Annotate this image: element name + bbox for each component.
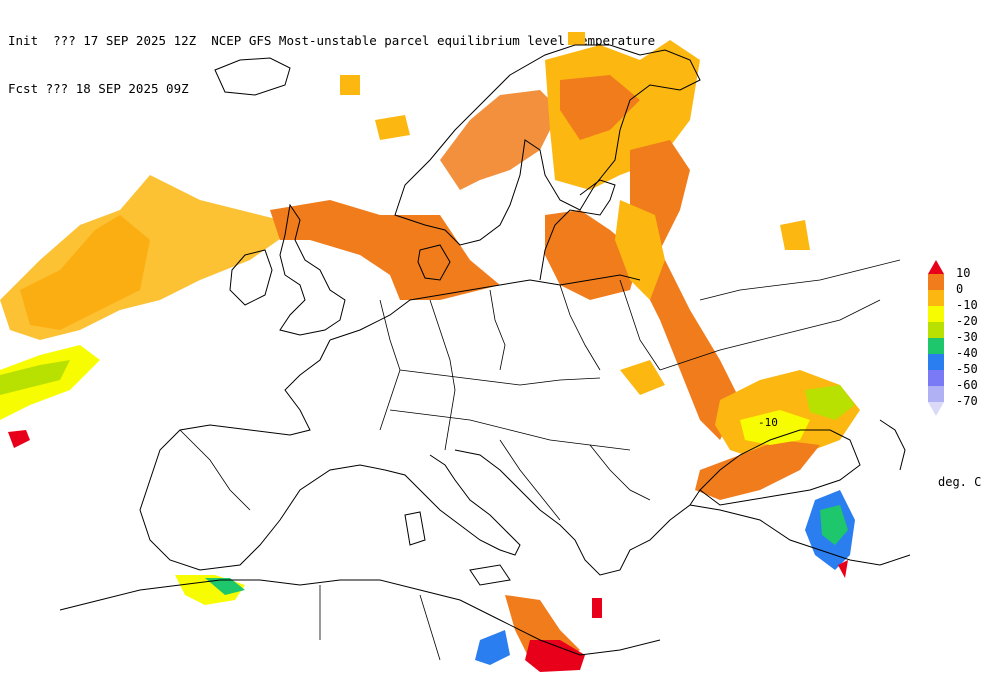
field-blacksea-amber-east xyxy=(620,360,665,395)
legend-units: deg. C xyxy=(938,475,982,489)
coast-ireland xyxy=(229,249,273,306)
legend-colorbar xyxy=(928,260,944,416)
field-blacksea-green xyxy=(805,385,855,420)
field-norway-orange xyxy=(440,90,560,190)
field-atlantic-green xyxy=(0,360,70,395)
coast-caspian xyxy=(879,419,906,471)
legend-swatch xyxy=(928,290,944,306)
color-legend xyxy=(928,260,948,420)
legend-label: -10 xyxy=(956,298,978,312)
legend-label: -30 xyxy=(956,330,978,344)
field-atlantic-amber xyxy=(0,175,300,340)
field-tunisia-blue xyxy=(475,630,510,665)
legend-swatch xyxy=(928,386,944,402)
coast-baltic-east xyxy=(539,179,616,281)
legend-label: 0 xyxy=(956,282,964,296)
field-turkey-red xyxy=(838,560,848,578)
legend-swatch xyxy=(928,354,944,370)
legend-label: -70 xyxy=(956,394,978,408)
field-iberia-red xyxy=(8,430,30,448)
coast-scandinavia xyxy=(394,44,701,246)
init-time-title: Init ??? 17 SEP 2025 12Z NCEP GFS Most-u… xyxy=(8,33,656,48)
forecast-time-title: Fcst ??? 18 SEP 2025 09Z xyxy=(8,81,189,96)
coast-black-sea xyxy=(699,429,861,506)
coast-north-africa xyxy=(59,579,661,656)
field-russia-orange xyxy=(630,140,740,440)
field-finland-orange xyxy=(560,75,640,140)
coast-sicily xyxy=(469,564,511,586)
coast-iceland xyxy=(214,57,291,96)
legend-label: -40 xyxy=(956,346,978,360)
field-blacksea-yellow xyxy=(740,410,810,445)
coastlines xyxy=(59,44,911,656)
legend-swatch xyxy=(928,370,944,386)
legend-label: -20 xyxy=(956,314,978,328)
field-baltic-orange xyxy=(545,210,640,300)
coast-france-iberia xyxy=(139,339,386,571)
field-fills xyxy=(0,32,860,672)
field-russia-amber xyxy=(615,200,665,300)
field-turkey-green xyxy=(820,505,848,545)
legend-swatch xyxy=(928,306,944,322)
legend-label: -60 xyxy=(956,378,978,392)
field-blacksea-orange xyxy=(695,440,820,500)
field-bigbox-red xyxy=(592,598,602,618)
coast-balkans xyxy=(454,449,701,576)
coast-italy xyxy=(384,454,521,556)
coast-turkey xyxy=(689,504,911,566)
coast-denmark xyxy=(417,244,451,281)
field-algeria-green xyxy=(205,578,245,595)
legend-swatch xyxy=(928,274,944,290)
field-northsea-orange xyxy=(270,200,500,300)
legend-arrow-low xyxy=(928,402,944,416)
legend-arrow-high xyxy=(928,260,944,274)
contour-label: -10 xyxy=(758,416,778,429)
legend-swatch xyxy=(928,322,944,338)
legend-swatch xyxy=(928,338,944,354)
coast-great-britain xyxy=(279,203,346,336)
legend-label: -50 xyxy=(956,362,978,376)
field-libya-red xyxy=(525,640,585,672)
coast-continent-north xyxy=(329,274,641,341)
legend-label: 10 xyxy=(956,266,971,280)
map-header: Init ??? 17 SEP 2025 12Z NCEP GFS Most-u… xyxy=(8,1,655,113)
coast-sardinia xyxy=(404,511,426,546)
country-borders xyxy=(179,259,901,661)
